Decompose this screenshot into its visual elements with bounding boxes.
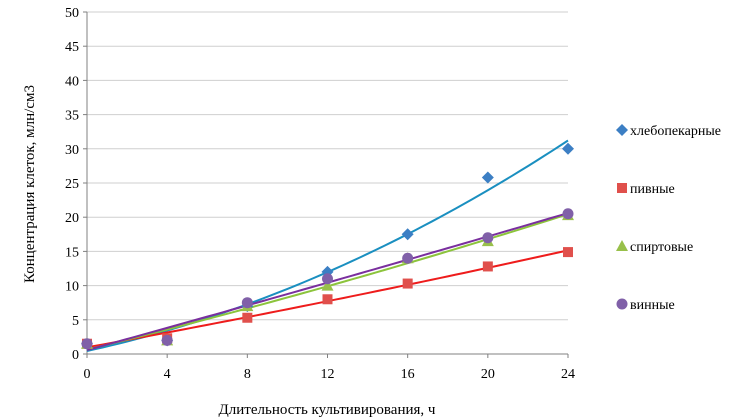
data-point	[562, 142, 574, 155]
data-points	[81, 142, 574, 350]
data-point	[401, 228, 414, 241]
data-point	[482, 232, 494, 244]
x-tick-label: 0	[84, 367, 91, 382]
y-tick-label: 25	[65, 177, 79, 192]
data-point	[161, 334, 173, 346]
x-tick-label: 12	[321, 367, 335, 382]
x-tick-label: 8	[244, 367, 251, 382]
data-point	[402, 278, 413, 289]
grid	[87, 11, 568, 321]
y-tick-label: 5	[72, 314, 79, 329]
legend-marker	[617, 183, 627, 193]
tick-labels: 0 5 10 15 20 25 30 35 40 45 50 0 4 8 12 16 20 24	[65, 6, 575, 382]
data-point	[321, 279, 334, 291]
legend: хлебопекарные пивные спиртовые винные	[616, 124, 721, 313]
legend-label: винные	[630, 298, 675, 313]
y-tick-label: 20	[65, 211, 79, 226]
data-point	[402, 252, 414, 264]
x-tick-label: 16	[401, 367, 415, 382]
data-point	[322, 294, 333, 305]
y-axis-title: Концентрация клеток, млн/см3	[22, 85, 38, 283]
y-tick-label: 30	[65, 143, 79, 158]
legend-marker	[616, 124, 628, 136]
data-point	[322, 273, 333, 285]
y-tick-label: 40	[65, 74, 79, 89]
data-point	[481, 171, 494, 184]
data-point	[482, 261, 493, 272]
data-point	[563, 247, 573, 258]
y-tick-label: 35	[65, 109, 79, 124]
legend-label: спиртовые	[630, 240, 693, 255]
data-point	[562, 208, 574, 220]
y-tick-label: 0	[72, 348, 79, 363]
data-point	[242, 312, 253, 323]
legend-label: хлебопекарные	[630, 124, 721, 139]
legend-label: пивные	[630, 182, 675, 197]
x-tick-label: 24	[561, 367, 575, 382]
axes	[83, 11, 569, 358]
x-tick-label: 4	[164, 367, 171, 382]
y-tick-label: 45	[65, 40, 79, 55]
y-tick-label: 50	[65, 6, 79, 21]
data-point	[241, 297, 253, 309]
y-tick-label: 15	[65, 245, 79, 260]
y-tick-label: 10	[65, 280, 79, 295]
x-tick-label: 20	[481, 367, 495, 382]
legend-marker	[616, 298, 628, 310]
legend-marker	[616, 240, 628, 251]
data-point	[81, 338, 93, 350]
x-axis-title: Длительность культивирования, ч	[219, 402, 436, 418]
